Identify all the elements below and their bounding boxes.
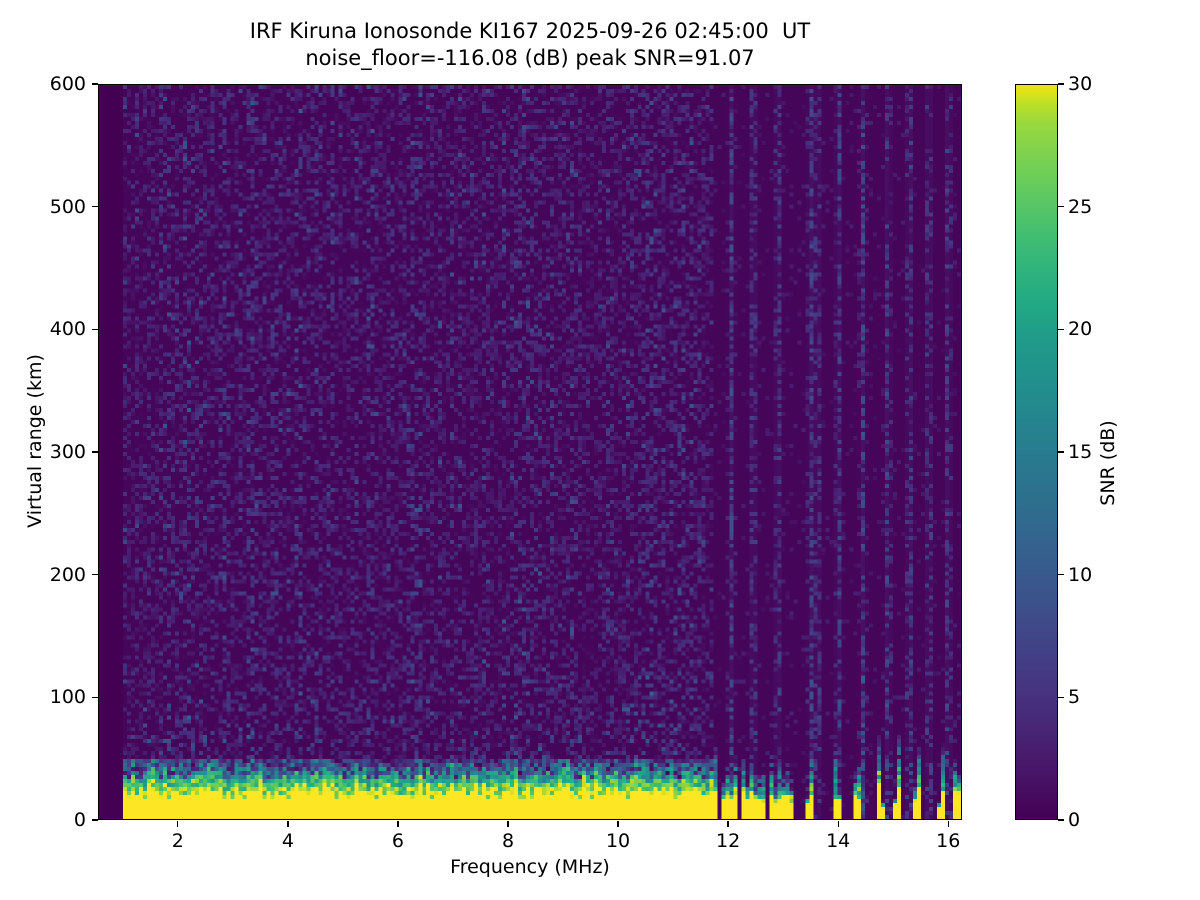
y-tick-label: 300 [49,441,86,463]
figure-title: IRF Kiruna Ionosonde KI167 2025-09-26 02… [0,18,1060,72]
ionogram-axes[interactable] [98,84,962,820]
x-tick-label: 14 [826,830,851,852]
x-tick-label: 10 [605,830,631,852]
colorbar-tick-label: 0 [1068,809,1081,831]
x-tick-label: 12 [716,830,741,852]
colorbar-tick-mark [1058,83,1064,85]
x-tick-mark [617,821,619,827]
y-tick-mark [92,328,98,330]
y-tick-label: 600 [49,73,86,95]
y-tick-label: 400 [49,318,86,341]
x-tick-mark [507,821,509,827]
y-tick-label: 200 [49,563,86,586]
x-tick-label: 16 [936,830,961,852]
x-tick-mark [947,821,949,827]
colorbar-tick-mark [1058,819,1064,821]
colorbar-tick-label: 5 [1068,686,1081,709]
y-tick-label: 100 [49,686,86,709]
colorbar-tick-label: 10 [1068,563,1093,586]
y-tick-mark [92,696,98,698]
y-tick-mark [92,206,98,208]
x-tick-label: 6 [391,830,404,852]
colorbar-tick-mark [1058,206,1064,208]
y-tick-label: 0 [73,809,86,831]
colorbar-tick-label: 15 [1068,441,1093,463]
title-line-1: IRF Kiruna Ionosonde KI167 2025-09-26 02… [249,19,811,43]
colorbar-tick-mark [1058,451,1064,453]
x-tick-label: 2 [171,830,184,852]
x-tick-label: 8 [501,830,515,852]
colorbar-tick-label: 25 [1068,195,1093,218]
snr-colorbar[interactable] [1015,84,1058,820]
x-tick-mark [397,821,399,827]
y-axis-label: Virtual range (km) [24,354,46,528]
colorbar-tick-label: 20 [1068,318,1093,341]
y-tick-mark [92,574,98,576]
x-tick-mark [727,821,729,827]
ionogram-heatmap [99,85,961,819]
colorbar-tick-mark [1058,574,1064,576]
y-tick-mark [92,83,98,85]
colorbar-label: SNR (dB) [1097,420,1119,506]
x-tick-mark [837,821,839,827]
title-line-2: noise_floor=-116.08 (dB) peak SNR=91.07 [305,45,755,70]
y-tick-label: 500 [49,195,86,218]
y-tick-mark [92,819,98,821]
colorbar-tick-mark [1058,696,1064,698]
x-tick-mark [177,821,179,827]
colorbar-tick-mark [1058,328,1064,330]
y-tick-mark [92,451,98,453]
x-axis-label: Frequency (MHz) [450,856,610,878]
x-tick-mark [287,821,289,827]
x-tick-label: 4 [281,830,294,852]
colorbar-tick-label: 30 [1068,73,1093,95]
